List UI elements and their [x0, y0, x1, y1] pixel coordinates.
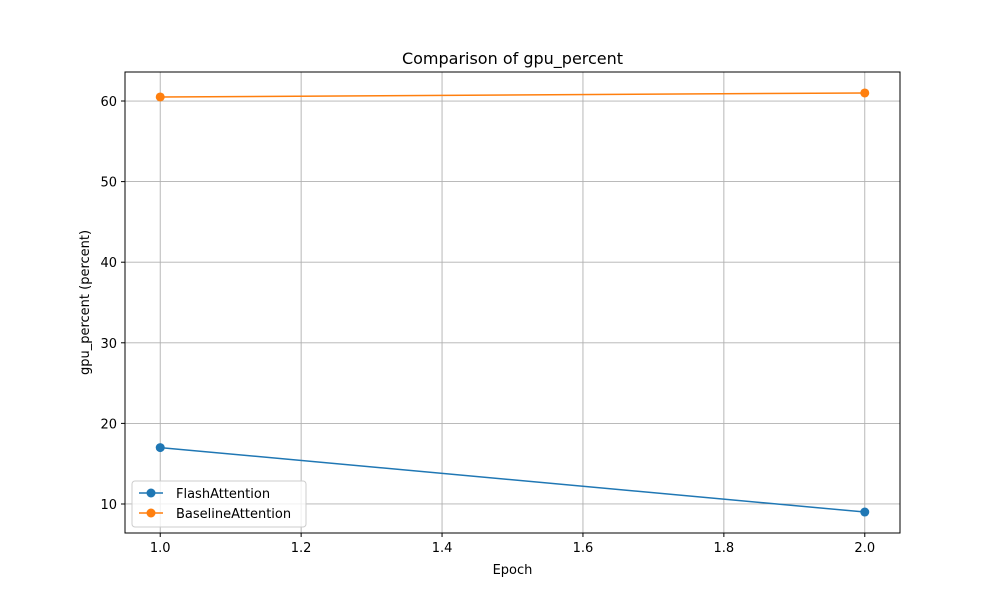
- x-tick-label-1-6: 1.6: [573, 541, 594, 556]
- legend: FlashAttention BaselineAttention: [131, 480, 307, 528]
- y-axis-label: gpu_percent (percent): [78, 230, 93, 375]
- axis-ticks: 1.0 1.2 1.4 1.6 1.8 2.0 10 20 30 40 50 60: [100, 95, 875, 556]
- x-tick-label-1-2: 1.2: [291, 541, 312, 556]
- x-tick-label-1-4: 1.4: [432, 541, 453, 556]
- series-layer: [155, 88, 870, 517]
- legend-label-flashattention: FlashAttention: [176, 487, 270, 502]
- x-tick-label-2-0: 2.0: [854, 541, 875, 556]
- data-point-flashattention-1: [155, 443, 165, 453]
- y-tick-label-50: 50: [100, 176, 117, 191]
- x-tick-label-1-8: 1.8: [714, 541, 735, 556]
- x-axis-label: Epoch: [493, 563, 533, 578]
- plot-area: [125, 72, 900, 533]
- data-point-baselineattention-1: [155, 92, 165, 102]
- series-line-baselineattention: [160, 92, 865, 98]
- y-tick-label-30: 30: [100, 337, 117, 352]
- x-tick-label-1-0: 1.0: [150, 541, 171, 556]
- legend-marker-baselineattention: [146, 508, 156, 518]
- legend-label-baselineattention: BaselineAttention: [176, 507, 291, 522]
- legend-marker-flashattention: [146, 488, 156, 498]
- axes-frame: [124, 71, 901, 534]
- y-tick-label-10: 10: [100, 498, 117, 513]
- y-tick-label-40: 40: [100, 256, 117, 271]
- y-tick-label-60: 60: [100, 95, 117, 110]
- data-point-flashattention-2: [860, 507, 870, 517]
- data-point-baselineattention-2: [860, 88, 870, 98]
- series-line-flashattention: [160, 446, 865, 513]
- legend-frame: [131, 480, 307, 528]
- y-tick-label-20: 20: [100, 417, 117, 432]
- chart-title: Comparison of gpu_percent: [402, 49, 623, 69]
